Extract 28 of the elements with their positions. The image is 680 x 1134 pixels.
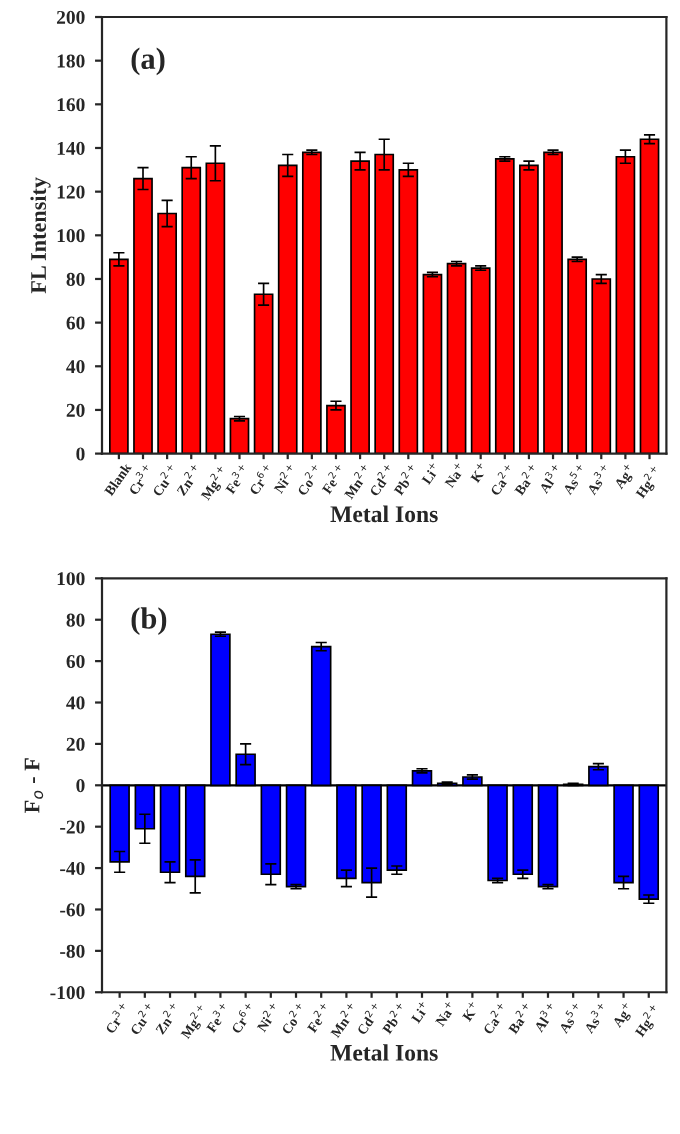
y-tick-label: 40 <box>66 360 85 374</box>
annotation: (b) <box>131 607 167 636</box>
y-tick-label: 140 <box>57 141 85 155</box>
x-axis-title: Metal Ions <box>330 1044 438 1061</box>
y-tick-label: 0 <box>76 447 85 461</box>
y-tick-label: 40 <box>66 696 85 710</box>
y-tick-label: 180 <box>57 54 85 68</box>
y-tick-label: -80 <box>60 944 85 958</box>
annotation: (a) <box>131 47 165 76</box>
y-tick-label: -20 <box>60 820 85 834</box>
y-tick-label: -40 <box>60 861 85 876</box>
y-axis-title: FL Intensity <box>30 177 51 294</box>
y-tick-label: 80 <box>66 272 85 286</box>
x-axis-title: Metal Ions <box>330 505 438 523</box>
y-tick-label: 20 <box>66 737 85 751</box>
y-axis-title: F$_{o}$ - F <box>24 758 44 813</box>
y-tick-label: 60 <box>66 654 85 669</box>
y-tick-label: 60 <box>66 316 85 330</box>
y-tick-label: 100 <box>57 229 85 243</box>
y-tick-label: 20 <box>66 403 85 417</box>
y-tick-label: 0 <box>76 779 85 793</box>
y-tick-label: 80 <box>66 613 85 627</box>
y-tick-label: 200 <box>56 10 85 24</box>
y-tick-label: 160 <box>57 98 85 112</box>
y-tick-label: 120 <box>57 185 85 199</box>
y-tick-label: -100 <box>50 986 85 1000</box>
y-tick-label: 100 <box>57 572 85 586</box>
y-tick-label: -60 <box>60 903 85 917</box>
